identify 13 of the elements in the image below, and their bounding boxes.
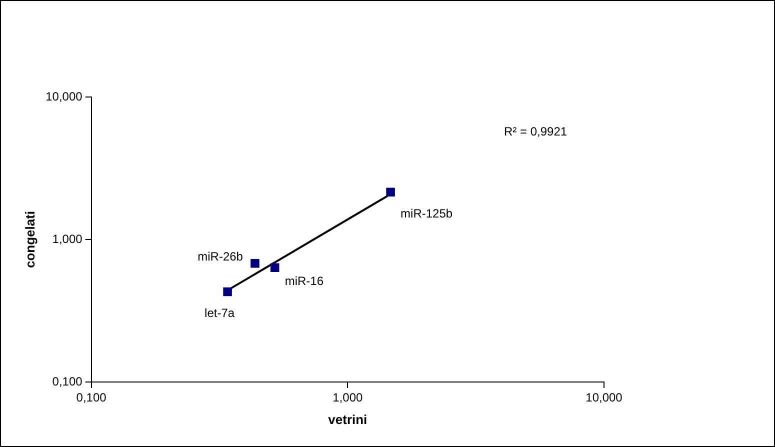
x-tick-label: 1,000 — [332, 390, 363, 405]
x-tick-label: 0,100 — [76, 390, 107, 405]
annotation: R² = 0,9921 — [504, 124, 568, 138]
x-tick-label: 10,000 — [586, 390, 623, 405]
annotation: miR-16 — [284, 274, 324, 288]
y-tick-label: 0,100 — [52, 374, 83, 388]
x-axis-title: vetrini — [328, 412, 368, 427]
annotation: miR-125b — [400, 206, 453, 220]
y-tick-label: 10,000 — [46, 89, 83, 104]
annotation: miR-26b — [198, 250, 244, 264]
annotation: let-7a — [204, 306, 235, 320]
y-axis-title: congelati — [22, 210, 38, 268]
y-tick-label: 1,000 — [52, 232, 83, 246]
